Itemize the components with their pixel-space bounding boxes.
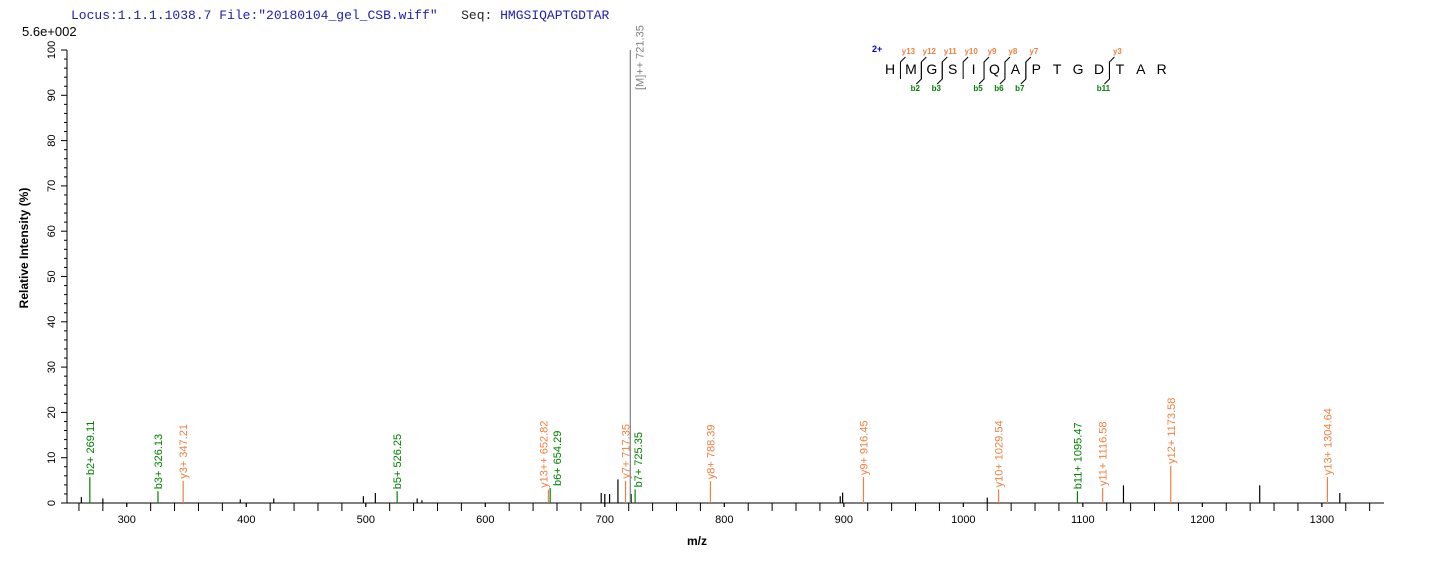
locus-label: Locus:1.1.1.1038.7 (71, 8, 212, 23)
x-tick-label: 900 (835, 514, 853, 526)
max-intensity-label: 5.6e+002 (22, 24, 77, 39)
residue: M (905, 61, 917, 77)
y-break-label: y9 (988, 47, 997, 56)
residue: A (1011, 61, 1021, 77)
y-tick-label: 70 (46, 180, 58, 192)
peak-label: y8+ 788.39 (705, 425, 717, 480)
x-tick-label: 600 (476, 514, 494, 526)
residue: G (1073, 61, 1084, 77)
y-break-label: y12 (923, 47, 937, 56)
x-tick-label: 800 (715, 514, 733, 526)
sequence-label: HMGSIQAPTGDTAR (500, 8, 610, 23)
y-break-mark (941, 56, 948, 79)
y-break-label: y13 (902, 47, 916, 56)
x-tick-label: 1300 (1310, 514, 1334, 526)
b-break-label: b3 (932, 84, 942, 93)
y-tick-label: 0 (46, 500, 58, 506)
b-break-mark (1020, 62, 1027, 85)
x-axis-label: m/z (687, 534, 707, 548)
x-tick-label: 1000 (951, 514, 975, 526)
y-break-label: y10 (964, 47, 978, 56)
y-tick-label: 10 (46, 452, 58, 464)
b-break-mark (999, 62, 1006, 85)
spectrum-header: Locus:1.1.1.1038.7 File:"20180104_gel_CS… (71, 8, 609, 23)
y-break-label: y8 (1008, 47, 1017, 56)
peak-label: b6+ 654.29 (552, 431, 564, 486)
peak-label: b7+ 725.35 (633, 432, 645, 487)
peak-label: b11+ 1095.47 (1072, 422, 1084, 489)
b-break-mark (915, 62, 922, 85)
residue: R (1157, 61, 1167, 77)
peak-label: y13++ 652.82 (538, 421, 550, 488)
y-tick-label: 20 (46, 406, 58, 418)
residue: G (926, 61, 937, 77)
y-break-mark (1025, 56, 1032, 79)
residue: P (1032, 61, 1041, 77)
y-tick-label: 90 (46, 89, 58, 101)
b-break-label: b2 (911, 84, 921, 93)
y-tick-label: 80 (46, 134, 58, 146)
peak-label: [M]++ 721.35 (634, 25, 646, 90)
y-tick-label: 40 (46, 316, 58, 328)
peak-label: b3+ 326.13 (153, 434, 165, 489)
y-break-mark (962, 56, 969, 79)
residue: Q (989, 61, 1000, 77)
y-tick-label: 50 (46, 270, 58, 282)
y-break-mark (1004, 56, 1011, 79)
y-tick-label: 60 (46, 225, 58, 237)
b-break-mark (978, 62, 985, 85)
residue: D (1094, 61, 1104, 77)
b-break-label: b7 (1015, 84, 1025, 93)
b-break-label: b11 (1097, 84, 1111, 93)
residue: T (1116, 61, 1125, 77)
file-label: File:"20180104_gel_CSB.wiff" (219, 8, 438, 23)
residue: I (972, 61, 976, 77)
peak-label: y12+ 1173.58 (1166, 398, 1178, 464)
peak-label: y11+ 1116.58 (1098, 422, 1110, 487)
peak-label: y7+ 717.35 (621, 424, 633, 479)
residue: T (1053, 61, 1062, 77)
y-break-label: y7 (1029, 47, 1038, 56)
x-tick-label: 300 (118, 514, 136, 526)
y-break-mark (1108, 56, 1115, 79)
y-axis-label: Relative Intensity (%) (17, 188, 31, 309)
b-break-label: b6 (994, 84, 1004, 93)
y-tick-label: 100 (46, 41, 58, 59)
peak-label: y3+ 347.21 (178, 424, 190, 479)
y-break-label: y3 (1113, 47, 1122, 56)
peak-label: y10+ 1029.54 (994, 420, 1006, 487)
y-tick-label: 30 (46, 361, 58, 373)
peak-label: y9+ 916.45 (858, 420, 870, 475)
x-tick-label: 1100 (1071, 514, 1095, 526)
x-tick-label: 1200 (1190, 514, 1214, 526)
b-break-mark (1104, 62, 1110, 85)
x-tick-label: 400 (237, 514, 255, 526)
residue: A (1136, 61, 1146, 77)
x-tick-label: 700 (596, 514, 614, 526)
x-tick-label: 500 (357, 514, 375, 526)
peak-label: b2+ 269.11 (85, 421, 97, 476)
residue: S (948, 61, 957, 77)
y-break-label: y11 (944, 47, 957, 56)
peak-label: y13+ 1304.64 (1322, 408, 1334, 475)
charge-label: 2+ (872, 44, 882, 54)
seq-key: Seq: (461, 8, 493, 23)
b-break-mark (936, 62, 943, 85)
peak-label: b5+ 526.25 (392, 434, 404, 489)
b-break-label: b5 (973, 84, 983, 93)
residue: H (885, 61, 895, 77)
y-break-mark (899, 56, 906, 79)
